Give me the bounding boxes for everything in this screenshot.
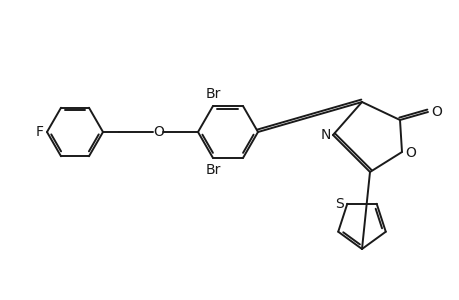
Text: F: F — [36, 125, 44, 139]
Text: Br: Br — [205, 163, 220, 177]
Text: O: O — [404, 146, 415, 160]
Text: N: N — [320, 128, 330, 142]
Text: O: O — [430, 105, 441, 119]
Text: Br: Br — [205, 87, 220, 101]
Text: S: S — [335, 197, 343, 211]
Text: O: O — [153, 125, 163, 139]
